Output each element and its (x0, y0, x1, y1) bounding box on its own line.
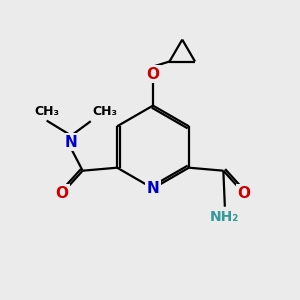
Text: NH₂: NH₂ (210, 210, 239, 224)
Text: O: O (146, 67, 160, 82)
Text: O: O (56, 186, 69, 201)
Text: N: N (65, 135, 78, 150)
Text: CH₃: CH₃ (34, 105, 59, 118)
Text: N: N (147, 181, 159, 196)
Text: CH₃: CH₃ (92, 105, 117, 118)
Text: O: O (237, 186, 250, 201)
